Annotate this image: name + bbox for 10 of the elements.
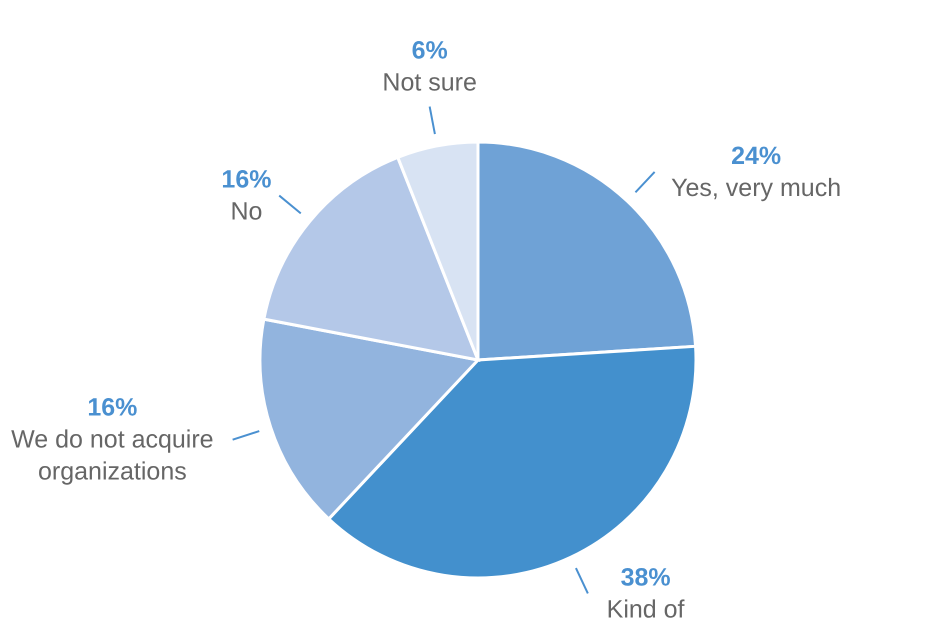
data-label: 38% bbox=[620, 563, 671, 592]
data-label: 16% bbox=[87, 394, 138, 422]
slice-label: No bbox=[230, 198, 262, 226]
slice-label: We do not acquire organizations bbox=[11, 426, 214, 486]
data-label: 16% bbox=[221, 166, 272, 194]
data-label: 24% bbox=[731, 142, 782, 170]
slice-label: Kind of bbox=[606, 595, 685, 624]
slice-label: Not sure bbox=[382, 68, 477, 97]
slice-label: Yes, very much bbox=[671, 174, 842, 202]
data-label: 6% bbox=[412, 36, 448, 65]
